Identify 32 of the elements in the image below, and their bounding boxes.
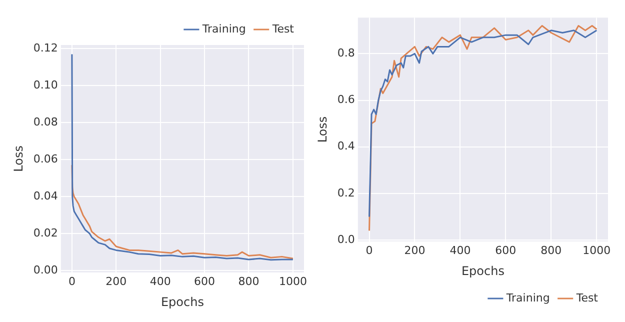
- y-tick-label: 0.2: [337, 186, 355, 200]
- x-axis-title: Epochs: [160, 294, 204, 309]
- y-tick-label: 0.12: [33, 42, 58, 55]
- y-tick-label: 0.06: [33, 152, 58, 166]
- legend-label: Test: [271, 22, 295, 36]
- y-tick-label: 0.02: [33, 226, 58, 240]
- x-tick-label: 600: [194, 274, 216, 288]
- x-axis-title: Epochs: [461, 264, 504, 278]
- y-axis-title: Loss: [11, 146, 26, 172]
- x-tick-label: 200: [404, 244, 426, 257]
- y-tick-label: 0.00: [33, 263, 58, 276]
- y-axis-title: Loss: [315, 116, 330, 143]
- x-tick-label: 400: [150, 274, 171, 288]
- y-tick-label: 0.04: [33, 189, 58, 202]
- x-tick-label: 1000: [582, 244, 611, 257]
- x-tick-label: 400: [450, 244, 471, 257]
- x-tick-label: 0: [366, 244, 373, 257]
- x-tick-label: 1000: [278, 274, 307, 288]
- legend-label: Training: [201, 22, 246, 36]
- x-tick-label: 800: [238, 274, 260, 288]
- y-tick-label: 0.8: [337, 46, 355, 60]
- legend-label: Training: [505, 291, 550, 304]
- y-tick-label: 0.0: [337, 232, 355, 246]
- y-tick-label: 0.4: [337, 140, 355, 153]
- x-tick-label: 0: [68, 274, 76, 288]
- legend-label: Test: [575, 291, 599, 304]
- y-tick-label: 0.08: [33, 116, 58, 129]
- x-tick-label: 600: [495, 244, 516, 257]
- y-tick-label: 0.10: [33, 78, 58, 92]
- y-tick-label: 0.6: [337, 93, 355, 106]
- x-tick-label: 200: [106, 274, 127, 288]
- x-tick-label: 800: [540, 244, 562, 257]
